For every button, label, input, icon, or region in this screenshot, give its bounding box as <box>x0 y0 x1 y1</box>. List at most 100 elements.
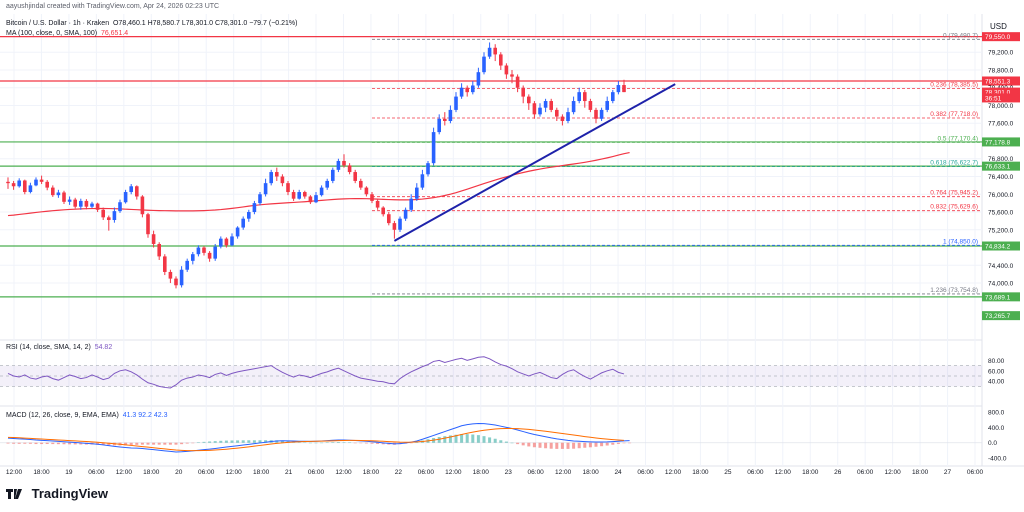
macd-histogram-bar[interactable] <box>320 442 324 444</box>
candle-body[interactable] <box>616 85 621 93</box>
candle-body[interactable] <box>202 247 206 253</box>
candle-body[interactable] <box>219 238 223 247</box>
candle-body[interactable] <box>230 236 234 246</box>
candle-body[interactable] <box>493 47 497 55</box>
candle-body[interactable] <box>543 101 548 108</box>
candle-body[interactable] <box>112 211 117 221</box>
candle-body[interactable] <box>263 183 268 195</box>
candle-body[interactable] <box>364 187 369 195</box>
macd-panel[interactable] <box>0 422 982 453</box>
candle-body[interactable] <box>101 209 105 218</box>
macd-histogram-bar[interactable] <box>258 440 262 443</box>
candle-body[interactable] <box>252 203 257 213</box>
macd-histogram-bar[interactable] <box>460 434 464 443</box>
macd-histogram-bar[interactable] <box>219 440 223 443</box>
candle-body[interactable] <box>555 109 559 117</box>
macd-histogram-bar[interactable] <box>157 442 161 445</box>
candle-body[interactable] <box>62 192 66 202</box>
candle-body[interactable] <box>135 186 139 197</box>
macd-histogram-bar[interactable] <box>280 440 284 443</box>
rsi-legend[interactable]: RSI (14, close, SMA, 14, 2) 54.82 <box>6 344 112 351</box>
candle-body[interactable] <box>196 247 201 255</box>
macd-histogram-bar[interactable] <box>185 442 189 444</box>
candle-body[interactable] <box>303 192 307 197</box>
candle-body[interactable] <box>84 200 89 207</box>
candle-body[interactable] <box>291 192 296 199</box>
candle-body[interactable] <box>34 179 38 186</box>
candle-body[interactable] <box>118 202 122 212</box>
macd-histogram-bar[interactable] <box>454 434 458 443</box>
macd-histogram-bar[interactable] <box>493 438 497 443</box>
candle-body[interactable] <box>465 87 469 93</box>
rsi-panel[interactable] <box>0 356 982 389</box>
macd-histogram-bar[interactable] <box>616 442 620 444</box>
macd-histogram-bar[interactable] <box>224 440 228 443</box>
macd-histogram-bar[interactable] <box>600 442 604 447</box>
macd-histogram-bar[interactable] <box>252 440 256 443</box>
candle-body[interactable] <box>454 96 458 110</box>
price-panel[interactable]: 0 (79,490.7) 0.236 (78,385.5) 0.382 (77,71… <box>0 32 982 298</box>
candle-body[interactable] <box>6 181 10 184</box>
candle-body[interactable] <box>163 256 167 272</box>
ma-legend[interactable]: MA (100, close, 0, SMA, 100) 76,651.4 <box>6 30 128 37</box>
macd-histogram-bar[interactable] <box>275 440 279 443</box>
macd-histogram-bar[interactable] <box>73 442 77 445</box>
macd-histogram-bar[interactable] <box>521 442 525 446</box>
macd-histogram-bar[interactable] <box>264 440 268 443</box>
candle-body[interactable] <box>409 198 413 210</box>
candle-body[interactable] <box>179 269 184 286</box>
candle-body[interactable] <box>415 187 419 199</box>
candle-body[interactable] <box>73 199 77 207</box>
macd-histogram-bar[interactable] <box>443 436 447 443</box>
macd-histogram-bar[interactable] <box>56 442 60 445</box>
candle-body[interactable] <box>67 199 72 202</box>
candle-body[interactable] <box>297 192 301 199</box>
candle-body[interactable] <box>342 160 346 166</box>
macd-histogram-bar[interactable] <box>303 442 307 444</box>
macd-histogram-bar[interactable] <box>202 441 206 443</box>
candle-body[interactable] <box>622 85 626 93</box>
macd-histogram-bar[interactable] <box>314 442 318 444</box>
macd-histogram-bar[interactable] <box>555 442 559 449</box>
macd-histogram-bar[interactable] <box>45 442 49 445</box>
macd-histogram-bar[interactable] <box>34 442 38 445</box>
macd-histogram-bar[interactable] <box>135 442 139 445</box>
macd-histogram-bar[interactable] <box>594 442 598 447</box>
candle-body[interactable] <box>381 207 385 215</box>
macd-histogram-bar[interactable] <box>101 442 105 445</box>
candle-body[interactable] <box>129 186 133 193</box>
tradingview-logo[interactable]: TradingView <box>6 486 108 501</box>
candle-body[interactable] <box>207 252 212 259</box>
macd-histogram-bar[interactable] <box>476 435 480 443</box>
candle-body[interactable] <box>213 246 217 259</box>
candle-body[interactable] <box>420 174 425 188</box>
candle-body[interactable] <box>566 112 570 122</box>
macd-histogram-bar[interactable] <box>28 442 32 444</box>
candle-body[interactable] <box>275 172 279 177</box>
macd-histogram-bar[interactable] <box>549 442 553 449</box>
candle-body[interactable] <box>392 223 397 230</box>
macd-histogram-bar[interactable] <box>152 442 156 445</box>
candle-body[interactable] <box>247 212 251 219</box>
macd-histogram-bar[interactable] <box>628 442 632 444</box>
candle-body[interactable] <box>151 234 156 244</box>
candle-body[interactable] <box>359 180 363 188</box>
candle-body[interactable] <box>39 179 44 182</box>
time-axis[interactable]: 12:00 18:00 19 06:00 12:00 18:00 20 06:00 12:00 1… <box>6 469 984 476</box>
candle-body[interactable] <box>174 278 178 286</box>
candle-body[interactable] <box>504 65 509 75</box>
candle-body[interactable] <box>611 92 615 102</box>
candle-body[interactable] <box>431 132 436 164</box>
candle-body[interactable] <box>538 107 542 115</box>
candle-body[interactable] <box>191 254 195 261</box>
candle-body[interactable] <box>235 227 240 237</box>
candle-body[interactable] <box>146 214 150 235</box>
macd-histogram-bar[interactable] <box>370 442 374 444</box>
trendline[interactable] <box>393 83 676 242</box>
macd-histogram-bar[interactable] <box>140 442 144 445</box>
macd-histogram-bar[interactable] <box>168 442 172 445</box>
candle-body[interactable] <box>308 196 313 203</box>
candle-body[interactable] <box>387 214 391 224</box>
macd-histogram-bar[interactable] <box>471 434 475 443</box>
